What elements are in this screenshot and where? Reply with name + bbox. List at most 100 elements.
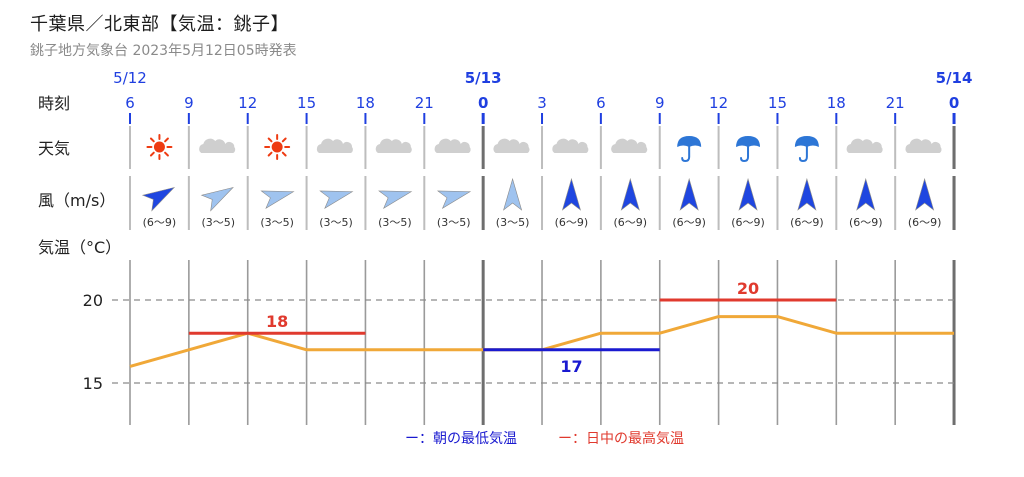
sun-disc xyxy=(153,141,165,153)
cloud-shape xyxy=(611,138,648,153)
wind-arrow-shape xyxy=(141,186,176,212)
wind-arrow-icon xyxy=(319,190,354,210)
wind-arrow-shape xyxy=(915,177,935,211)
wind-arrow-shape xyxy=(503,177,523,211)
wind-arrow-shape xyxy=(260,190,295,210)
sun-disc xyxy=(271,141,283,153)
wind-speed-label: (3〜5) xyxy=(496,216,530,229)
umbrella-handle xyxy=(740,146,750,163)
wind-arrow-shape xyxy=(679,177,699,211)
umbrella-icon xyxy=(736,136,761,163)
hour-label: 15 xyxy=(768,94,787,112)
wind-arrow-shape xyxy=(319,190,354,210)
cloud-icon xyxy=(846,138,883,153)
cloud-icon xyxy=(316,138,353,153)
wind-arrow-icon xyxy=(260,190,295,210)
wind-speed-label: (6〜9) xyxy=(849,216,883,229)
umbrella-canopy xyxy=(677,136,702,147)
date-label: 5/13 xyxy=(465,69,502,87)
sun-ray xyxy=(149,151,155,157)
wind-arrow-icon xyxy=(436,190,472,210)
wind-arrow-icon xyxy=(378,190,413,210)
cloud-icon xyxy=(493,138,530,153)
cloud-shape xyxy=(434,138,471,153)
cloud-shape xyxy=(905,138,942,153)
max-temp-label: 20 xyxy=(737,279,759,298)
wind-row-label: 風（m/s） xyxy=(38,191,115,210)
cloud-shape xyxy=(199,138,236,153)
umbrella-canopy xyxy=(794,136,819,147)
sun-icon xyxy=(264,134,291,160)
cloud-shape xyxy=(493,138,530,153)
date-label: 5/14 xyxy=(936,69,973,87)
cloud-shape xyxy=(316,138,353,153)
y-tick-label: 20 xyxy=(83,291,103,310)
wind-speed-label: (3〜5) xyxy=(378,216,412,229)
wind-arrow-icon xyxy=(738,177,758,211)
cloud-shape xyxy=(552,138,589,153)
hour-label: 9 xyxy=(655,94,665,112)
hour-label: 12 xyxy=(238,94,257,112)
wind-arrow-icon xyxy=(679,177,699,211)
hour-label: 6 xyxy=(596,94,606,112)
wind-arrow-icon xyxy=(797,177,817,211)
cloud-icon xyxy=(199,138,236,153)
wind-speed-label: (6〜9) xyxy=(672,216,706,229)
wind-arrow-shape xyxy=(200,186,234,212)
sun-ray xyxy=(281,151,287,157)
sun-ray xyxy=(164,151,169,157)
hour-label: 18 xyxy=(827,94,846,112)
umbrella-canopy xyxy=(736,136,761,147)
weather-row-label: 天気 xyxy=(38,139,70,158)
min-temp-label: 17 xyxy=(560,357,582,376)
page-subtitle: 銚子地方気象台 2023年5月12日05時発表 xyxy=(30,43,297,59)
wind-speed-label: (3〜5) xyxy=(260,216,294,229)
wind-arrow-shape xyxy=(436,190,472,210)
max-temp-label: 18 xyxy=(266,312,288,331)
hour-label: 3 xyxy=(537,94,547,112)
legend-min-label: ー：朝の最低気温 xyxy=(405,431,517,447)
hour-label: 0 xyxy=(949,94,959,112)
wind-arrow-icon xyxy=(503,177,523,211)
y-tick-label: 15 xyxy=(83,374,103,393)
wind-speed-label: (3〜5) xyxy=(437,216,471,229)
hour-label: 18 xyxy=(356,94,375,112)
cloud-icon xyxy=(611,138,648,153)
wind-arrow-shape xyxy=(620,177,640,211)
time-row-label: 時刻 xyxy=(38,94,70,113)
wind-arrow-icon xyxy=(856,177,876,211)
umbrella-handle xyxy=(798,146,808,163)
hour-label: 9 xyxy=(184,94,194,112)
wind-arrow-icon xyxy=(561,177,581,211)
sun-ray xyxy=(267,137,273,143)
umbrella-icon xyxy=(794,136,819,163)
cloud-shape xyxy=(375,138,412,153)
cloud-icon xyxy=(552,138,589,153)
wind-speed-label: (3〜5) xyxy=(201,216,235,229)
hour-label: 0 xyxy=(478,94,488,112)
wind-speed-label: (6〜9) xyxy=(731,216,765,229)
wind-arrow-shape xyxy=(738,177,758,211)
wind-speed-label: (6〜9) xyxy=(614,216,648,229)
hour-label: 21 xyxy=(415,94,434,112)
cloud-icon xyxy=(434,138,471,153)
umbrella-icon xyxy=(677,136,702,163)
page-title: 千葉県／北東部【気温：銚子】 xyxy=(30,14,289,35)
sun-ray xyxy=(164,137,169,143)
wind-speed-label: (6〜9) xyxy=(790,216,824,229)
wind-speed-label: (6〜9) xyxy=(143,216,177,229)
hour-label: 15 xyxy=(297,94,316,112)
wind-arrow-icon xyxy=(620,177,640,211)
cloud-icon xyxy=(905,138,942,153)
wind-speed-label: (6〜9) xyxy=(908,216,942,229)
wind-arrow-icon xyxy=(200,186,234,212)
cloud-icon xyxy=(375,138,412,153)
wind-arrow-shape xyxy=(561,177,581,211)
sun-ray xyxy=(281,137,287,143)
hour-label: 21 xyxy=(886,94,905,112)
wind-speed-label: (6〜9) xyxy=(555,216,589,229)
umbrella-handle xyxy=(681,146,691,163)
wind-arrow-icon xyxy=(141,186,176,212)
temp-row-label: 気温（°C） xyxy=(38,238,121,257)
